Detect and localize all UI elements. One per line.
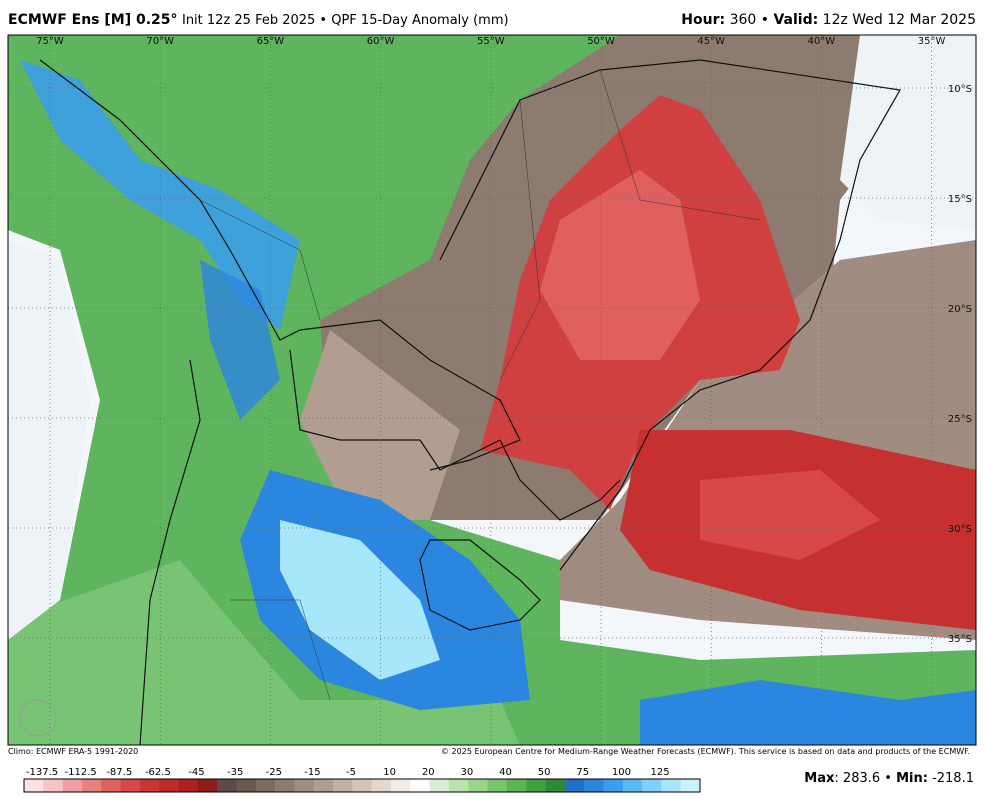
longitude-label: 65°W [257, 36, 285, 47]
colorbar-label: -137.5 [26, 767, 58, 778]
colorbar-swatch [24, 779, 44, 792]
colorbar-swatch [603, 779, 624, 792]
colorbar-swatch [642, 779, 662, 792]
longitude-label: 55°W [477, 36, 505, 47]
colorbar-swatch [197, 779, 218, 792]
max-label: Max [804, 771, 835, 786]
colorbar-label: 50 [538, 767, 551, 778]
colorbar-swatch [139, 779, 160, 792]
colorbar-label: 125 [651, 767, 670, 778]
colorbar-frame [23, 778, 701, 793]
colorbar-label: -35 [227, 767, 243, 778]
colorbar-label: -15 [304, 767, 320, 778]
subtitle: Init 12z 25 Feb 2025 • QPF 15-Day Anomal… [182, 13, 509, 28]
latitude-label: 20°S [948, 304, 972, 315]
max-min: Max: 283.6 • Min: -218.1 [804, 771, 974, 786]
colorbar-swatch [255, 779, 276, 792]
longitude-label: 75°W [36, 36, 64, 47]
colorbar-swatch [468, 779, 488, 792]
title-main: ECMWF Ens [M] 0.25° [8, 12, 178, 28]
colorbar-swatch [390, 779, 411, 792]
colorbar-swatch [371, 779, 392, 792]
latitude-label: 10°S [948, 84, 972, 95]
colorbar-label: 20 [422, 767, 435, 778]
longitude-label: 35°W [918, 36, 946, 47]
colorbar-swatch [178, 779, 199, 792]
colorbar-label: 75 [576, 767, 589, 778]
longitude-label: 70°W [146, 36, 174, 47]
map-frame [7, 34, 977, 746]
latitude-label: 30°S [948, 524, 972, 535]
colorbar-label: -45 [188, 767, 204, 778]
colorbar: -137.5 -112.5 -87.5 -62.5 -45 -35 -25 -15 -5 10 20… [23, 767, 701, 793]
colorbar-label: 30 [461, 767, 474, 778]
colorbar-swatch [236, 779, 257, 792]
longitude-label: 40°W [808, 36, 836, 47]
latitude-label: 25°S [948, 414, 972, 425]
colorbar-swatch [101, 779, 121, 792]
colorbar-swatch [680, 779, 701, 792]
colorbar-swatch [526, 779, 546, 792]
colorbar-swatch [506, 779, 527, 792]
colorbar-swatch [661, 779, 681, 792]
colorbar-swatch [43, 779, 63, 792]
latitude-label: 35°S [948, 634, 972, 645]
colorbar-label: -87.5 [106, 767, 132, 778]
hour: 360 [730, 12, 757, 28]
colorbar-label: 100 [612, 767, 631, 778]
valid: 12z Wed 12 Mar 2025 [823, 12, 976, 28]
latitude-label: 15°S [948, 194, 972, 205]
map [7, 34, 977, 746]
colorbar-swatch [313, 779, 334, 792]
logo [19, 699, 57, 737]
colorbar-label: 40 [499, 767, 512, 778]
colorbar-label: -112.5 [65, 767, 97, 778]
colon: : [834, 771, 838, 786]
colorbar-swatch [448, 779, 469, 792]
colorbar-swatch [81, 779, 102, 792]
colorbar-swatch [352, 779, 372, 792]
valid-label: Valid: [773, 12, 818, 28]
copyright: © 2025 European Centre for Medium-Range … [441, 747, 970, 756]
colorbar-label: -62.5 [145, 767, 171, 778]
colorbar-swatch [564, 779, 585, 792]
title: ECMWF Ens [M] 0.25° Init 12z 25 Feb 2025… [8, 12, 509, 28]
longitude-label: 50°W [587, 36, 615, 47]
longitude-label: 45°W [697, 36, 725, 47]
colorbar-label: -25 [266, 767, 282, 778]
colorbar-swatch [584, 779, 604, 792]
colorbar-swatch [410, 779, 430, 792]
colorbar-swatch [62, 779, 83, 792]
longitude-label: 60°W [367, 36, 395, 47]
colorbar-swatch [120, 779, 141, 792]
separator: • [761, 12, 769, 28]
colorbar-swatch [487, 779, 508, 792]
colorbar-label: -5 [346, 767, 356, 778]
colorbar-swatch [217, 779, 237, 792]
colorbar-swatch [159, 779, 179, 792]
max: 283.6 [843, 771, 880, 786]
colorbar-swatch [545, 779, 566, 792]
hour-label: Hour: [681, 12, 725, 28]
colorbar-label: 10 [383, 767, 396, 778]
colorbar-swatch [333, 779, 353, 792]
colorbar-swatch [429, 779, 450, 792]
min-label: Min: [896, 771, 928, 786]
colorbar-swatch [275, 779, 295, 792]
climo: Climo: ECMWF ERA-5 1991-2020 [8, 747, 138, 756]
min: -218.1 [932, 771, 974, 786]
colorbar-swatch [622, 779, 643, 792]
valid-info: Hour: 360 • Valid: 12z Wed 12 Mar 2025 [681, 12, 976, 28]
colorbar-swatch [294, 779, 315, 792]
